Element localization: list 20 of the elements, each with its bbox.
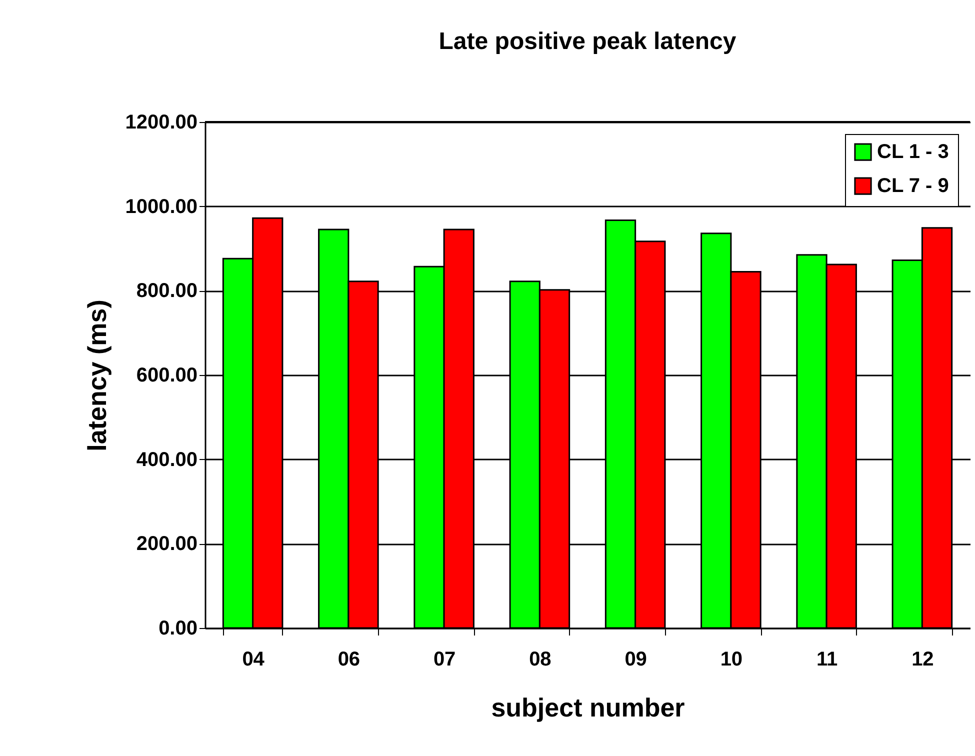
- y-tick-label: 600.00: [136, 364, 198, 386]
- y-tick-label: 0.00: [158, 618, 198, 640]
- y-tick-label: 400.00: [136, 448, 198, 471]
- legend-label: CL 7 - 9: [877, 175, 949, 197]
- x-tick-label: 09: [624, 648, 647, 670]
- y-tick-label: 1200.00: [125, 112, 198, 134]
- y-axis-title: latency (ms): [82, 300, 112, 452]
- x-tick-label: 07: [433, 648, 456, 670]
- legend-label: CL 1 - 3: [877, 141, 949, 163]
- y-tick-label: 800.00: [136, 280, 198, 302]
- x-axis-title: subject number: [491, 692, 685, 722]
- y-tick-label: 200.00: [136, 533, 198, 556]
- y-tick-label: 1000.00: [125, 196, 198, 218]
- x-tick-label: 04: [242, 648, 266, 670]
- x-tick-label: 06: [338, 648, 360, 670]
- x-tick-label: 12: [912, 648, 934, 670]
- x-tick-label: 11: [816, 648, 838, 670]
- chart-title: Late positive peak latency: [438, 28, 737, 55]
- x-tick-label: 10: [720, 648, 743, 670]
- x-tick-label: 08: [529, 648, 552, 670]
